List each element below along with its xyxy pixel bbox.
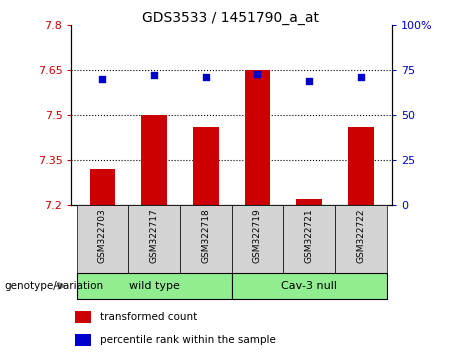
FancyBboxPatch shape <box>284 205 335 273</box>
Point <box>254 71 261 76</box>
Point <box>306 78 313 84</box>
Text: GSM322718: GSM322718 <box>201 209 210 263</box>
Bar <box>75 333 91 346</box>
Text: GDS3533 / 1451790_a_at: GDS3533 / 1451790_a_at <box>142 11 319 25</box>
Text: Cav-3 null: Cav-3 null <box>281 281 337 291</box>
Text: GSM322719: GSM322719 <box>253 209 262 263</box>
Point <box>357 74 365 80</box>
Text: GSM322717: GSM322717 <box>150 209 159 263</box>
Bar <box>89 169 115 205</box>
Point <box>99 76 106 82</box>
Bar <box>75 311 91 323</box>
Bar <box>193 127 219 205</box>
Bar <box>348 127 374 205</box>
Text: wild type: wild type <box>129 281 180 291</box>
Text: transformed count: transformed count <box>100 312 198 322</box>
FancyBboxPatch shape <box>335 205 387 273</box>
FancyBboxPatch shape <box>231 273 387 299</box>
FancyBboxPatch shape <box>77 273 231 299</box>
FancyBboxPatch shape <box>180 205 231 273</box>
Point <box>150 73 158 78</box>
Point <box>202 74 209 80</box>
Bar <box>245 70 271 205</box>
Bar <box>141 115 167 205</box>
Text: GSM322703: GSM322703 <box>98 209 107 263</box>
FancyBboxPatch shape <box>128 205 180 273</box>
FancyBboxPatch shape <box>77 205 128 273</box>
Text: GSM322722: GSM322722 <box>356 209 366 263</box>
Text: percentile rank within the sample: percentile rank within the sample <box>100 335 276 345</box>
FancyBboxPatch shape <box>231 205 284 273</box>
Text: GSM322721: GSM322721 <box>305 209 313 263</box>
Text: genotype/variation: genotype/variation <box>5 281 104 291</box>
Bar <box>296 199 322 205</box>
